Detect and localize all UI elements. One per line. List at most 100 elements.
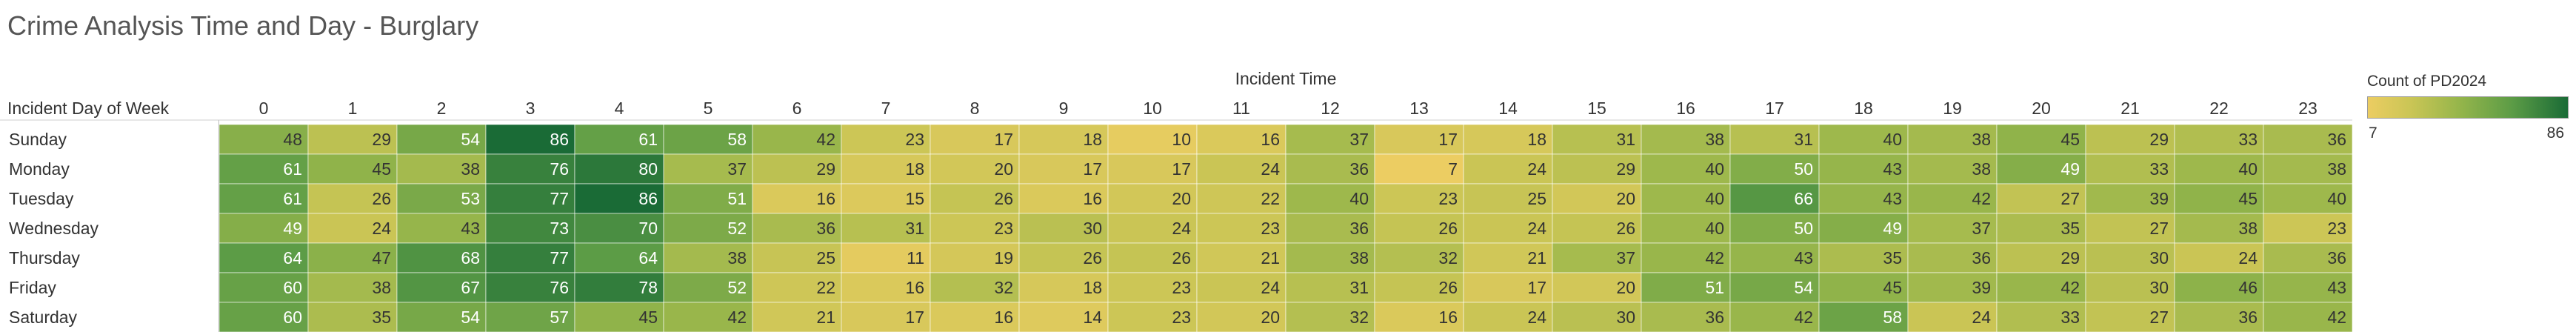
heatmap-cell-tuesday-13[interactable] [1374,183,1464,214]
heatmap-cell-sunday-4[interactable] [574,124,664,155]
heatmap-cell-wednesday-2[interactable] [396,213,487,244]
heatmap-cell-wednesday-12[interactable] [1285,213,1375,244]
heatmap-cell-saturday-2[interactable] [396,302,487,332]
heatmap-cell-monday-22[interactable] [2174,153,2264,185]
heatmap-cell-friday-19[interactable] [1907,272,1998,303]
heatmap-cell-monday-14[interactable] [1463,153,1553,185]
heatmap-cell-wednesday-19[interactable] [1907,213,1998,244]
heatmap-cell-tuesday-20[interactable] [1996,183,2086,214]
heatmap-cell-sunday-17[interactable] [1729,124,1820,155]
heatmap-cell-monday-19[interactable] [1907,153,1998,185]
heatmap-cell-monday-21[interactable] [2085,153,2175,185]
heatmap-cell-friday-10[interactable] [1107,272,1198,303]
heatmap-cell-thursday-21[interactable] [2085,242,2175,273]
heatmap-cell-friday-11[interactable] [1196,272,1287,303]
heatmap-cell-tuesday-15[interactable] [1552,183,1642,214]
heatmap-cell-sunday-2[interactable] [396,124,487,155]
heatmap-cell-tuesday-2[interactable] [396,183,487,214]
heatmap-cell-thursday-16[interactable] [1641,242,1731,273]
heatmap-cell-thursday-6[interactable] [752,242,842,273]
heatmap-cell-saturday-14[interactable] [1463,302,1553,332]
heatmap-cell-wednesday-15[interactable] [1552,213,1642,244]
heatmap-cell-sunday-8[interactable] [930,124,1020,155]
heatmap-cell-thursday-14[interactable] [1463,242,1553,273]
heatmap-cell-sunday-13[interactable] [1374,124,1464,155]
heatmap-cell-monday-6[interactable] [752,153,842,185]
heatmap-cell-friday-12[interactable] [1285,272,1375,303]
heatmap-cell-saturday-20[interactable] [1996,302,2086,332]
heatmap-cell-monday-4[interactable] [574,153,664,185]
heatmap-cell-friday-2[interactable] [396,272,487,303]
heatmap-cell-sunday-18[interactable] [1818,124,1909,155]
heatmap-cell-saturday-3[interactable] [485,302,575,332]
heatmap-cell-thursday-1[interactable] [307,242,398,273]
heatmap-cell-wednesday-17[interactable] [1729,213,1820,244]
heatmap-cell-friday-4[interactable] [574,272,664,303]
heatmap-cell-tuesday-11[interactable] [1196,183,1287,214]
heatmap-cell-monday-18[interactable] [1818,153,1909,185]
heatmap-cell-friday-15[interactable] [1552,272,1642,303]
heatmap-cell-sunday-5[interactable] [663,124,753,155]
heatmap-cell-tuesday-8[interactable] [930,183,1020,214]
heatmap-cell-thursday-20[interactable] [1996,242,2086,273]
heatmap-cell-saturday-4[interactable] [574,302,664,332]
heatmap-cell-tuesday-22[interactable] [2174,183,2264,214]
heatmap-cell-thursday-11[interactable] [1196,242,1287,273]
heatmap-cell-tuesday-0[interactable] [218,183,309,214]
heatmap-cell-wednesday-9[interactable] [1018,213,1109,244]
heatmap-cell-thursday-5[interactable] [663,242,753,273]
heatmap-cell-sunday-11[interactable] [1196,124,1287,155]
heatmap-cell-friday-0[interactable] [218,272,309,303]
heatmap-cell-wednesday-1[interactable] [307,213,398,244]
heatmap-cell-tuesday-10[interactable] [1107,183,1198,214]
heatmap-cell-saturday-1[interactable] [307,302,398,332]
heatmap-cell-saturday-0[interactable] [218,302,309,332]
heatmap-cell-thursday-12[interactable] [1285,242,1375,273]
heatmap-cell-friday-22[interactable] [2174,272,2264,303]
heatmap-cell-thursday-0[interactable] [218,242,309,273]
heatmap-cell-saturday-23[interactable] [2263,302,2353,332]
heatmap-cell-tuesday-17[interactable] [1729,183,1820,214]
heatmap-cell-saturday-5[interactable] [663,302,753,332]
heatmap-cell-friday-21[interactable] [2085,272,2175,303]
heatmap-cell-thursday-22[interactable] [2174,242,2264,273]
heatmap-cell-monday-3[interactable] [485,153,575,185]
heatmap-cell-saturday-10[interactable] [1107,302,1198,332]
heatmap-cell-friday-3[interactable] [485,272,575,303]
heatmap-cell-monday-12[interactable] [1285,153,1375,185]
heatmap-cell-wednesday-16[interactable] [1641,213,1731,244]
heatmap-cell-saturday-9[interactable] [1018,302,1109,332]
heatmap-cell-saturday-7[interactable] [841,302,931,332]
heatmap-cell-wednesday-0[interactable] [218,213,309,244]
heatmap-cell-friday-6[interactable] [752,272,842,303]
heatmap-cell-sunday-3[interactable] [485,124,575,155]
heatmap-cell-friday-18[interactable] [1818,272,1909,303]
heatmap-cell-wednesday-20[interactable] [1996,213,2086,244]
heatmap-cell-tuesday-21[interactable] [2085,183,2175,214]
heatmap-cell-monday-20[interactable] [1996,153,2086,185]
heatmap-cell-thursday-8[interactable] [930,242,1020,273]
heatmap-cell-sunday-19[interactable] [1907,124,1998,155]
heatmap-cell-monday-23[interactable] [2263,153,2353,185]
heatmap-cell-monday-16[interactable] [1641,153,1731,185]
heatmap-cell-thursday-23[interactable] [2263,242,2353,273]
heatmap-cell-monday-11[interactable] [1196,153,1287,185]
heatmap-cell-thursday-19[interactable] [1907,242,1998,273]
heatmap-cell-saturday-15[interactable] [1552,302,1642,332]
heatmap-cell-thursday-13[interactable] [1374,242,1464,273]
heatmap-cell-thursday-17[interactable] [1729,242,1820,273]
heatmap-cell-wednesday-18[interactable] [1818,213,1909,244]
heatmap-cell-saturday-8[interactable] [930,302,1020,332]
heatmap-cell-sunday-9[interactable] [1018,124,1109,155]
heatmap-cell-monday-10[interactable] [1107,153,1198,185]
heatmap-cell-monday-9[interactable] [1018,153,1109,185]
heatmap-cell-friday-23[interactable] [2263,272,2353,303]
heatmap-cell-friday-20[interactable] [1996,272,2086,303]
heatmap-cell-saturday-16[interactable] [1641,302,1731,332]
heatmap-cell-thursday-3[interactable] [485,242,575,273]
heatmap-cell-tuesday-4[interactable] [574,183,664,214]
heatmap-cell-tuesday-16[interactable] [1641,183,1731,214]
heatmap-cell-saturday-12[interactable] [1285,302,1375,332]
heatmap-cell-wednesday-22[interactable] [2174,213,2264,244]
heatmap-cell-saturday-6[interactable] [752,302,842,332]
